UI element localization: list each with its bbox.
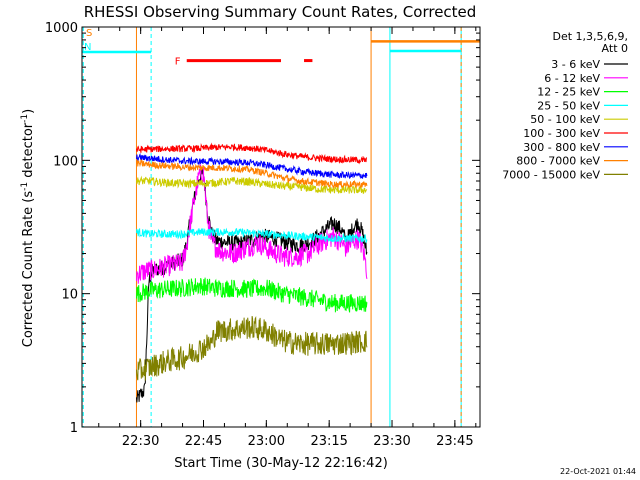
y-axis-label-mid: detector	[21, 122, 36, 182]
x-tick-label-4: 23:30	[373, 434, 410, 449]
series-line-4	[136, 175, 368, 195]
y-tick-label-1: 10	[61, 288, 78, 303]
legend-label-5: 100 - 300 keV	[523, 127, 600, 140]
x-tick-label-5: 23:45	[436, 434, 473, 449]
y-axis-label: Corrected Count Rate (s-1 detector-1)	[20, 109, 36, 347]
y-tick-label-3: 1000	[45, 21, 78, 36]
series-line-6	[136, 152, 368, 180]
x-tick-label-0: 22:30	[122, 434, 159, 449]
legend-header-line1: Det 1,3,5,6,9,	[552, 30, 628, 43]
legend-label-2: 12 - 25 keV	[537, 86, 600, 99]
legend-label-0: 3 - 6 keV	[551, 58, 600, 71]
series-line-8	[136, 315, 368, 381]
legend-label-4: 50 - 100 keV	[530, 113, 600, 126]
series-line-2	[136, 277, 368, 313]
series-line-5	[136, 142, 368, 165]
flag-label-S: S	[86, 28, 92, 39]
plot-layer: SN F	[82, 27, 480, 427]
legend-label-7: 800 - 7000 keV	[516, 155, 600, 168]
y-axis-label-main: Corrected Count Rate (s	[21, 191, 36, 348]
y-tick-label-2: 100	[53, 154, 78, 169]
legend-label-1: 6 - 12 keV	[544, 72, 600, 85]
legend-header-line2: Att 0	[602, 42, 628, 55]
x-tick-label-2: 23:00	[248, 434, 285, 449]
x-axis-label: Start Time (30-May-12 22:16:42)	[174, 456, 388, 471]
chart-title: RHESSI Observing Summary Count Rates, Co…	[84, 3, 477, 21]
axis-layer: 22:30 22:45 23:00 23:15 23:30 23:45 1 10 100 1000	[45, 21, 480, 449]
flag-label-N: N	[84, 42, 91, 53]
legend-label-3: 25 - 50 keV	[537, 99, 600, 112]
x-tick-label-1: 22:45	[185, 434, 222, 449]
legend-label-8: 7000 - 15000 keV	[502, 168, 600, 181]
series-line-3	[136, 227, 368, 244]
y-axis-label-end: )	[21, 109, 36, 114]
y-axis-label-sup2: -1	[20, 114, 30, 123]
y-tick-label-0: 1	[70, 421, 78, 436]
generated-timestamp: 22-Oct-2021 01:44	[560, 467, 636, 476]
flag-label-F: F	[175, 57, 181, 68]
legend-label-6: 300 - 800 keV	[523, 141, 600, 154]
series-line-1	[136, 164, 368, 284]
series-line-7	[136, 158, 368, 189]
plot-frame	[81, 26, 481, 428]
x-tick-label-3: 23:15	[310, 434, 347, 449]
y-axis-label-sup1: -1	[20, 182, 30, 191]
